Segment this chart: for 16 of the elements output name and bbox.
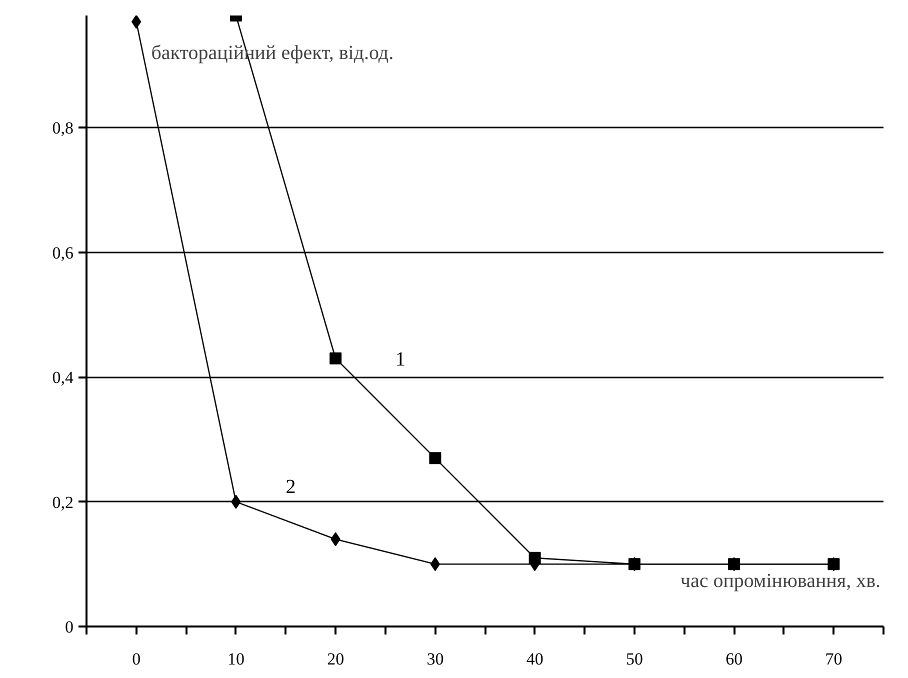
y-tick-label: 0,8 [52, 118, 74, 138]
series-label: 1 [395, 348, 406, 370]
x-tick-label: 40 [526, 650, 544, 668]
series-label: 2 [286, 476, 296, 498]
x-tick-label: 10 [227, 650, 244, 668]
x-tick-label: 30 [426, 650, 444, 668]
x-tick-label: 70 [825, 650, 842, 668]
x-tick-label: 20 [327, 650, 344, 668]
x-tick-label: 50 [626, 650, 643, 668]
x-tick-label: 0 [132, 650, 141, 668]
y-tick-label: 0,4 [52, 368, 74, 388]
y-tick-label: 0,6 [52, 243, 74, 262]
x-tick-label: 60 [726, 650, 743, 668]
x-axis-title: час опромінювання, хв. [680, 570, 881, 592]
y-tick-label: 0 [65, 618, 74, 636]
y-tick-label: 0,2 [52, 492, 74, 512]
